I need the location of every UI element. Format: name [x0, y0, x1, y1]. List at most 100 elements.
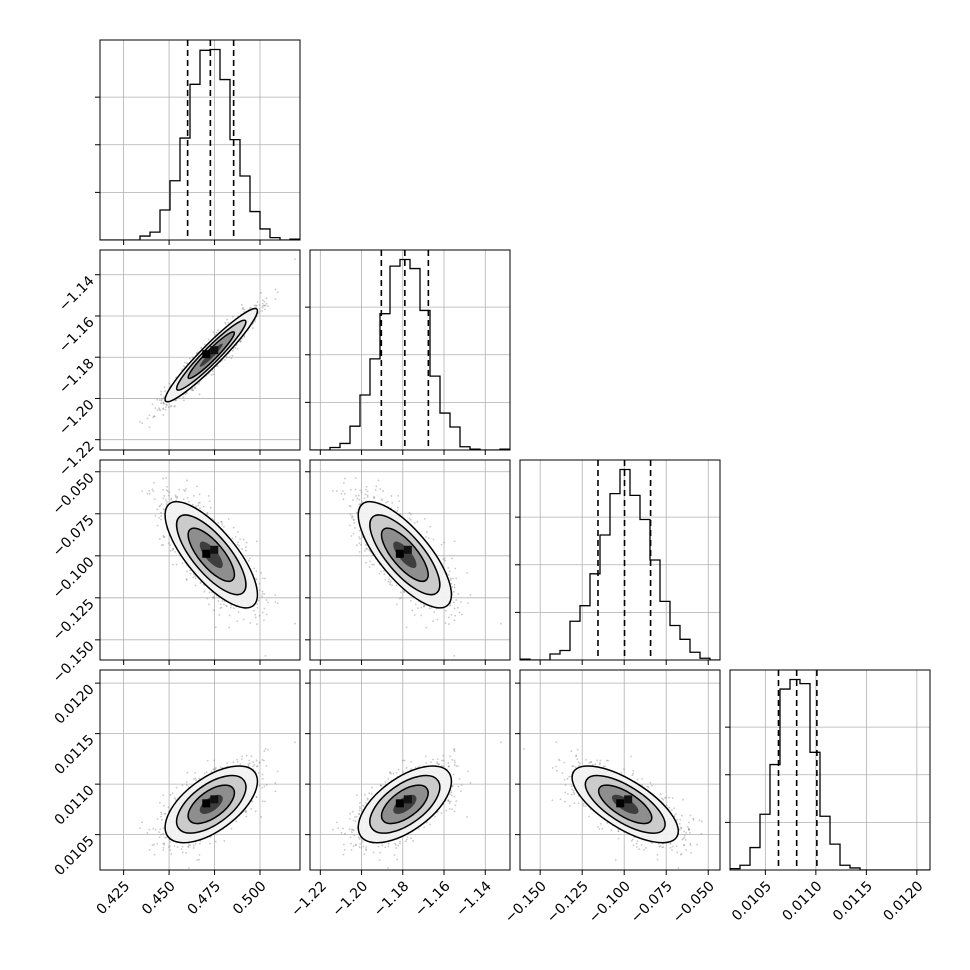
sample-point [192, 503, 194, 506]
sample-point [176, 497, 178, 499]
sample-point [152, 416, 155, 419]
sample-point [256, 301, 259, 303]
sample-point [156, 398, 159, 401]
sample-point [348, 504, 351, 507]
sample-point [359, 544, 362, 546]
sample-point [255, 759, 258, 762]
sample-point [206, 511, 209, 514]
sample-point [293, 622, 296, 625]
sample-point [250, 755, 253, 758]
sample-point [361, 501, 364, 503]
sample-point [226, 762, 229, 764]
sample-point [413, 614, 416, 616]
sample-point [356, 497, 359, 500]
sample-point [158, 399, 161, 401]
sample-point [219, 607, 222, 610]
sample-point [230, 604, 233, 607]
panel-frame [309, 249, 511, 451]
sample-point [215, 331, 218, 334]
sample-point [254, 304, 257, 307]
sample-point [238, 545, 240, 547]
sample-point [160, 818, 163, 821]
sample-point [218, 614, 221, 616]
sample-point [466, 572, 468, 574]
sample-point [263, 750, 266, 752]
panel-frame [309, 459, 511, 661]
sample-point [365, 485, 368, 488]
sample-point [232, 526, 235, 529]
y-tick-label: −1.18 [56, 356, 98, 398]
sample-point [163, 495, 166, 497]
sample-point [266, 305, 269, 308]
sample-point [261, 577, 264, 580]
sample-point [360, 491, 363, 494]
sample-point [160, 811, 162, 814]
sample-point [453, 607, 456, 610]
sample-point [451, 585, 454, 588]
sample-point [164, 836, 167, 839]
sample-point [241, 548, 244, 550]
sample-point [352, 532, 355, 535]
density-contour [393, 541, 417, 569]
sample-point [205, 771, 208, 773]
sample-point [276, 602, 279, 605]
sample-point [183, 361, 186, 364]
sample-point [460, 601, 462, 603]
sample-point [185, 570, 188, 573]
sample-point [166, 490, 169, 493]
sample-point [255, 304, 258, 307]
sample-point [214, 767, 217, 769]
sample-point [261, 758, 264, 761]
sample-point [194, 779, 197, 782]
sample-point [199, 582, 202, 584]
sample-point [261, 611, 264, 614]
sample-point [160, 399, 163, 402]
sample-point [169, 405, 172, 408]
sample-point [242, 618, 245, 621]
sample-point [237, 541, 239, 544]
sample-point [449, 604, 451, 607]
sample-point [212, 373, 215, 376]
sample-point [469, 593, 472, 596]
sample-point [178, 488, 181, 491]
sample-point [162, 401, 165, 404]
sample-point [247, 765, 250, 767]
sample-point [160, 813, 163, 816]
sample-point [164, 390, 167, 393]
sample-point [258, 304, 261, 306]
sample-point [453, 586, 456, 589]
sample-point [452, 590, 455, 593]
sample-point [167, 846, 170, 848]
sample-point [448, 570, 451, 573]
sample-point [455, 577, 458, 580]
density-peak-cell [210, 545, 219, 554]
sample-point [240, 758, 243, 761]
sample-point [260, 572, 263, 574]
sample-point [188, 357, 191, 360]
sample-point [455, 599, 458, 601]
sample-point [248, 557, 251, 560]
sample-point [444, 559, 447, 562]
sample-point [158, 407, 160, 410]
sample-point [193, 386, 196, 388]
sample-point [377, 479, 380, 482]
sample-point [223, 840, 226, 842]
sample-point [182, 396, 185, 398]
sample-point [453, 654, 456, 657]
sample-point [168, 382, 171, 385]
sample-point [162, 842, 165, 845]
density-peak-cell [202, 549, 211, 558]
sample-point [388, 578, 391, 581]
sample-point [159, 504, 162, 507]
sample-point [208, 603, 210, 606]
sample-point [409, 599, 412, 602]
sample-point [255, 577, 257, 580]
panel-frame [519, 459, 721, 661]
sample-point [457, 592, 460, 595]
sample-point [444, 609, 447, 612]
sample-point [354, 488, 357, 491]
sample-point [364, 543, 367, 546]
sample-point [261, 306, 264, 309]
sample-point [263, 300, 266, 303]
sample-point [217, 329, 219, 331]
